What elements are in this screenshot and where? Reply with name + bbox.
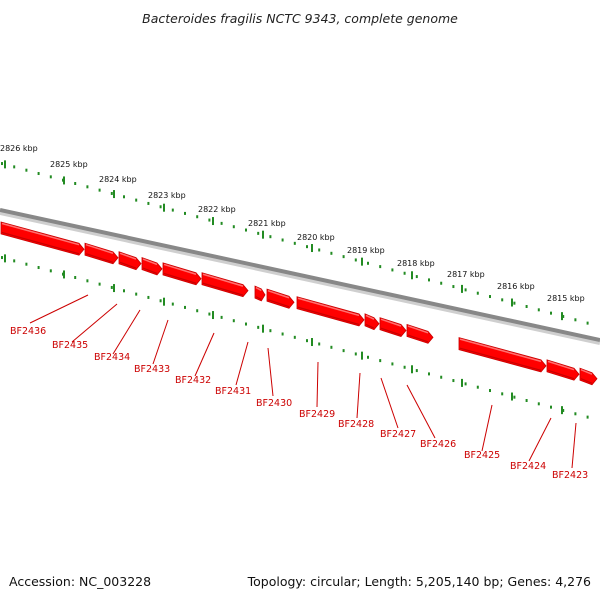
scale-label: 2820 kbp bbox=[297, 233, 335, 242]
gene-label-leaders bbox=[29, 294, 577, 469]
gene-label: BF2436 bbox=[10, 326, 46, 337]
gene-label: BF2426 bbox=[420, 439, 456, 450]
scale-label: 2824 kbp bbox=[99, 175, 137, 184]
gene-arrow-shadow bbox=[142, 267, 158, 274]
outer-scale-ticks bbox=[1, 160, 589, 325]
gene-arrow-shadow bbox=[407, 334, 429, 343]
leader-line bbox=[29, 294, 89, 324]
gene-arrow-highlight bbox=[580, 369, 593, 375]
gene-label: BF2425 bbox=[464, 450, 500, 461]
genome-summary-text: Topology: circular; Length: 5,205,140 bp… bbox=[247, 574, 591, 589]
gene-arrow bbox=[546, 359, 580, 381]
scale-label: 2819 kbp bbox=[347, 246, 385, 255]
leader-line bbox=[406, 384, 436, 439]
gene-arrow-highlight bbox=[255, 286, 262, 292]
gene-arrow-highlight bbox=[85, 243, 114, 255]
scale-label: 2823 kbp bbox=[148, 191, 186, 200]
gene-arrow bbox=[84, 242, 119, 265]
scale-label: 2822 kbp bbox=[198, 205, 236, 214]
gene-arrow-shadow bbox=[365, 323, 375, 329]
gene-arrow-shadow bbox=[163, 272, 197, 284]
leader-line bbox=[267, 347, 274, 397]
leader-line bbox=[528, 417, 552, 462]
gene-arrow-highlight bbox=[380, 318, 402, 327]
scale-label: 2825 kbp bbox=[50, 160, 88, 169]
gene-arrow-highlight bbox=[365, 314, 375, 320]
gene-label: BF2428 bbox=[338, 419, 374, 430]
gene-label: BF2434 bbox=[94, 352, 130, 363]
gene-label: BF2433 bbox=[134, 364, 170, 375]
gene-label: BF2435 bbox=[52, 340, 88, 351]
gene-arrow bbox=[379, 317, 407, 337]
backbone-shadow bbox=[0, 210, 600, 345]
gene-arrow bbox=[458, 337, 547, 373]
gene-arrow-highlight bbox=[119, 252, 137, 260]
gene-arrow-shadow bbox=[85, 253, 114, 263]
leader-line bbox=[571, 422, 577, 469]
gene-arrow bbox=[201, 272, 249, 298]
gene-arrow-shadow bbox=[1, 231, 80, 255]
gene-arrow-shadow bbox=[119, 261, 137, 269]
scale-label: 2821 kbp bbox=[248, 219, 286, 228]
gene-features bbox=[0, 221, 598, 386]
gene-arrow bbox=[296, 296, 365, 327]
leader-line bbox=[112, 309, 141, 355]
leader-line bbox=[380, 377, 399, 429]
gene-arrow-highlight bbox=[142, 258, 158, 266]
gene-label: BF2429 bbox=[299, 409, 335, 420]
gene-labels: BF2436 BF2435 BF2434 BF2433 BF2432 BF2431 BF24… bbox=[10, 326, 588, 481]
leader-line bbox=[194, 332, 215, 377]
accession-text: Accession: NC_003228 bbox=[9, 574, 151, 589]
gene-arrow-highlight bbox=[1, 222, 80, 246]
gene-label: BF2424 bbox=[510, 461, 546, 472]
leader-line bbox=[235, 341, 249, 386]
gene-arrow-shadow bbox=[459, 347, 542, 371]
scale-label: 2818 kbp bbox=[397, 259, 435, 268]
gene-arrow-highlight bbox=[547, 360, 575, 371]
gene-arrow-highlight bbox=[202, 273, 244, 287]
leader-line bbox=[316, 361, 319, 408]
scale-label: 2817 kbp bbox=[447, 270, 485, 279]
gene-arrow-shadow bbox=[380, 327, 402, 336]
map-title: Bacteroides fragilis NCTC 9343, complete… bbox=[142, 11, 458, 26]
gene-arrow-highlight bbox=[297, 297, 360, 317]
gene-arrow-highlight bbox=[267, 289, 290, 299]
scale-label: 2826 kbp bbox=[0, 144, 38, 153]
backbone-line bbox=[0, 208, 600, 342]
gene-label: BF2431 bbox=[215, 386, 251, 397]
leader-line bbox=[356, 372, 361, 419]
gene-arrow-shadow bbox=[267, 299, 290, 308]
leader-line bbox=[481, 404, 493, 452]
gene-arrow-shadow bbox=[297, 306, 360, 325]
gene-arrow-shadow bbox=[255, 296, 262, 300]
gene-arrow bbox=[0, 221, 85, 256]
leader-line bbox=[152, 319, 169, 365]
gene-arrow bbox=[406, 323, 434, 344]
gene-arrow-shadow bbox=[202, 282, 244, 296]
gene-arrow-highlight bbox=[459, 338, 542, 363]
gene-label: BF2423 bbox=[552, 470, 588, 481]
scale-label: 2816 kbp bbox=[497, 282, 535, 291]
gene-arrow-highlight bbox=[407, 325, 429, 334]
gene-arrow-highlight bbox=[163, 263, 197, 275]
scale-label: 2815 kbp bbox=[547, 294, 585, 303]
gene-arrow bbox=[266, 288, 295, 309]
gene-label: BF2427 bbox=[380, 429, 416, 440]
leader-line bbox=[71, 303, 118, 343]
gene-arrow bbox=[118, 251, 142, 271]
outer-scale-labels: 2826 kbp 2825 kbp 2824 kbp 2823 kbp 2822 kbp… bbox=[0, 144, 585, 303]
gene-arrow-shadow bbox=[547, 369, 575, 380]
gene-arrow bbox=[162, 262, 202, 286]
gene-arrow-shadow bbox=[580, 378, 593, 384]
gene-arrow bbox=[141, 257, 163, 276]
inner-scale-ticks bbox=[1, 254, 589, 419]
gene-label: BF2430 bbox=[256, 398, 292, 409]
gene-label: BF2432 bbox=[175, 375, 211, 386]
genome-backbone bbox=[0, 208, 600, 345]
